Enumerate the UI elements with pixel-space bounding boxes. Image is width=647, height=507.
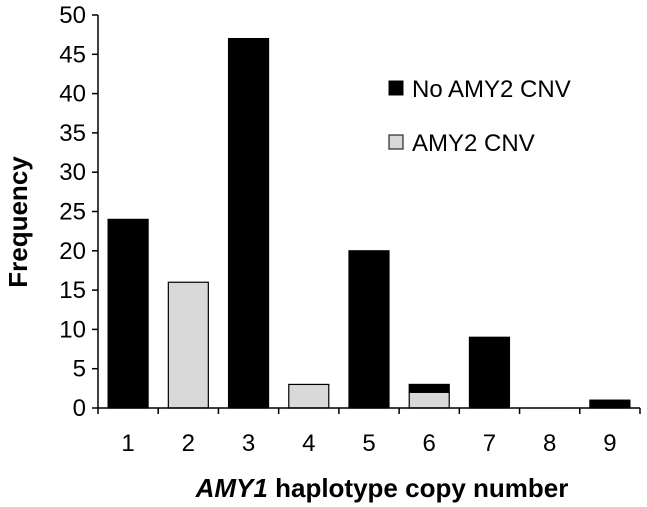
x-axis-title: AMY1 haplotype copy number [195, 473, 569, 503]
bar-no-amy2-cnv-6 [408, 383, 450, 393]
legend: No AMY2 CNV AMY2 CNV [388, 76, 571, 157]
y-tick-label: 20 [59, 238, 86, 265]
y-tick-label: 10 [59, 316, 86, 343]
y-tick-label: 15 [59, 277, 86, 304]
x-axis-title-rest: haplotype copy number [268, 473, 569, 503]
bar-no-amy2-cnv-3 [227, 37, 270, 409]
x-tick-label: 7 [483, 430, 496, 457]
y-tick-label: 0 [73, 395, 86, 422]
x-tick-label: 6 [423, 430, 436, 457]
legend-swatch-amy2-cnv [388, 134, 404, 150]
bar-amy2-cnv-4 [288, 383, 330, 409]
legend-label-amy2-cnv: AMY2 CNV [412, 130, 535, 157]
x-tick-label: 3 [242, 430, 255, 457]
x-axis-ticks: 1 2 3 4 5 6 7 8 9 [97, 408, 641, 457]
y-axis-ticks: 0 5 10 15 20 25 30 35 40 45 50 [59, 2, 98, 422]
bar-amy2-cnv-2 [167, 281, 209, 409]
legend-label-no-amy2-cnv: No AMY2 CNV [412, 76, 571, 103]
y-tick-label: 35 [59, 120, 86, 147]
bar-amy2-cnv-6 [408, 391, 450, 409]
y-tick-label: 40 [59, 81, 86, 108]
plot-area [107, 37, 631, 409]
y-tick-label: 25 [59, 199, 86, 226]
x-tick-label: 5 [362, 430, 375, 457]
legend-swatch-no-amy2-cnv [388, 80, 404, 96]
x-tick-label: 4 [302, 430, 315, 457]
bar-no-amy2-cnv-5 [348, 250, 390, 409]
x-tick-label: 8 [543, 430, 556, 457]
x-tick-label: 9 [603, 430, 616, 457]
y-tick-label: 50 [59, 2, 86, 29]
bar-no-amy2-cnv-9 [589, 399, 631, 409]
y-tick-label: 5 [73, 356, 86, 383]
y-axis-title: Frequency [3, 156, 33, 288]
bar-no-amy2-cnv-1 [107, 218, 149, 409]
y-tick-label: 30 [59, 159, 86, 186]
y-tick-label: 45 [59, 41, 86, 68]
x-axis-title-italic: AMY1 [195, 473, 268, 503]
x-tick-label: 1 [121, 430, 134, 457]
bar-no-amy2-cnv-7 [468, 336, 511, 409]
x-tick-label: 2 [182, 430, 195, 457]
